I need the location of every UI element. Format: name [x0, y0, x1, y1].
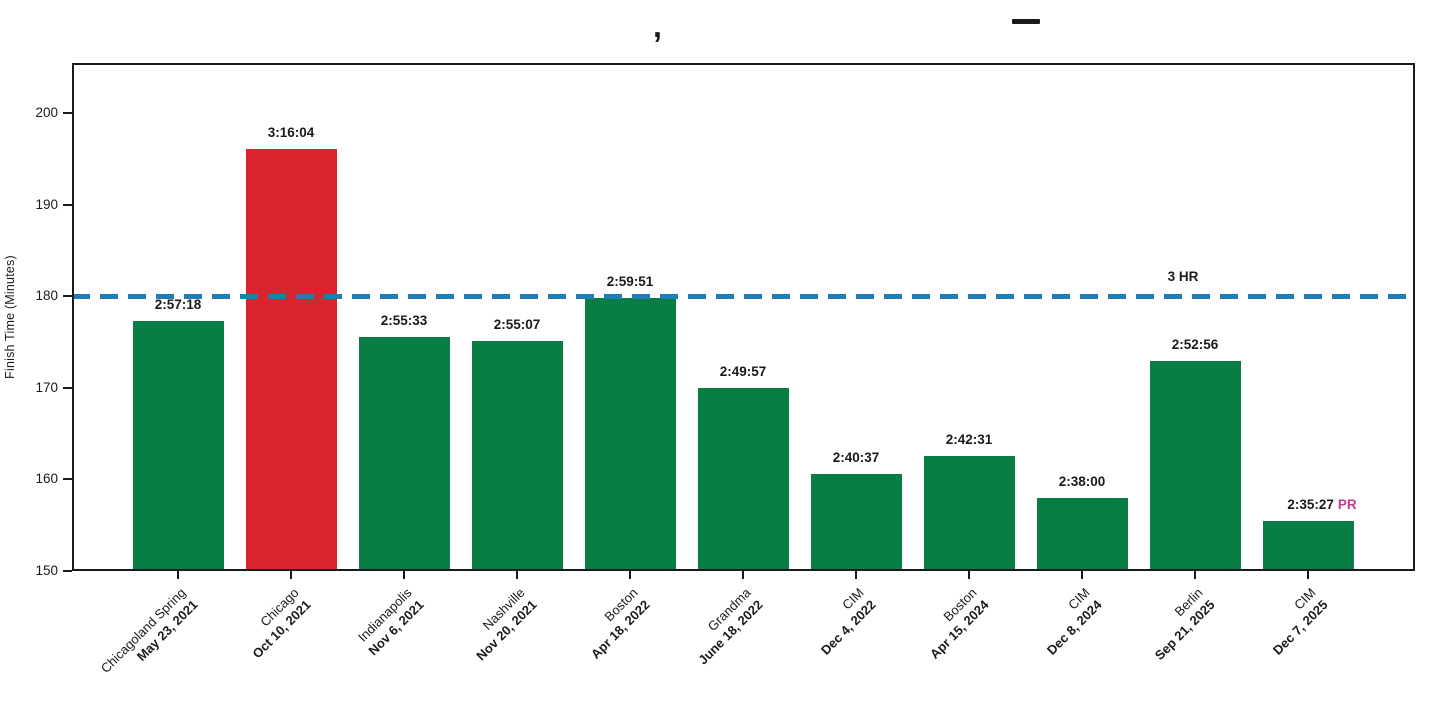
x-tick-mark	[742, 571, 744, 579]
bar	[697, 388, 789, 571]
y-tick-mark	[63, 203, 72, 206]
y-tick-mark	[63, 386, 72, 389]
bar-value-label: 2:52:56	[1172, 337, 1219, 352]
y-tick-mark	[63, 295, 72, 298]
title-fragment-dash	[1012, 19, 1040, 24]
finish-time-text: 3:16:04	[267, 125, 315, 141]
bar-value-label: 2:49:57	[720, 364, 767, 379]
three-hour-label: 3 HR	[1167, 269, 1199, 285]
bar	[1262, 521, 1354, 571]
bar	[584, 297, 676, 571]
bar	[471, 341, 563, 571]
finish-time-text: 2:59:51	[606, 273, 654, 289]
bar	[358, 337, 450, 571]
x-tick-label: Chicagoland Spring May 23, 2021	[15, 585, 201, 715]
bar-value-label: 2:55:33	[381, 313, 428, 328]
y-axis-label: Finish Time (Minutes)	[3, 255, 17, 379]
three-hour-line	[72, 293, 1415, 299]
finish-time-text: 2:38:00	[1058, 473, 1106, 489]
y-tick-mark	[63, 570, 72, 572]
bar	[1036, 497, 1128, 571]
bar-value-label: 3:16:04	[268, 125, 315, 140]
title-fragment-comma: ,	[653, 8, 662, 44]
bar	[245, 149, 337, 571]
finish-time-text: 2:57:18	[154, 297, 202, 313]
bar-value-label: 2:57:18	[155, 297, 202, 312]
x-tick-mark	[290, 571, 292, 579]
x-tick-mark	[968, 571, 970, 579]
bar-value-label: 2:38:00	[1059, 474, 1106, 489]
x-tick-mark	[1081, 571, 1083, 579]
y-tick-label: 160	[35, 471, 58, 487]
bar	[923, 456, 1015, 571]
x-tick-mark	[855, 571, 857, 579]
bar	[810, 473, 902, 571]
x-tick-mark	[629, 571, 631, 579]
finish-time-text: 2:35:27	[1287, 497, 1334, 513]
bar-value-label: 2:40:37	[833, 450, 880, 465]
bar	[1149, 361, 1241, 571]
bar-value-label: 2:35:27 PR	[1287, 497, 1356, 512]
pr-badge: PR	[1337, 497, 1357, 513]
finish-time-text: 2:55:33	[380, 313, 428, 329]
bar-value-label: 2:55:07	[494, 317, 541, 332]
y-tick-mark	[63, 478, 72, 481]
x-tick-mark	[1307, 571, 1309, 579]
bar-value-label: 2:42:31	[946, 432, 993, 447]
bar	[132, 321, 224, 571]
plot-area: Finish Time (Minutes) 150 160 170 180 190 200…	[3, 63, 1415, 676]
y-tick-label: 200	[35, 105, 58, 121]
x-tick-mark	[403, 571, 405, 579]
y-tick-label: 190	[35, 196, 58, 212]
x-tick-mark	[516, 571, 518, 579]
finish-time-text: 2:49:57	[719, 364, 767, 380]
x-tick-mark	[1194, 571, 1196, 579]
finish-time-text: 2:40:37	[832, 449, 880, 465]
bar-value-label: 2:59:51	[607, 274, 654, 289]
y-tick-label: 170	[35, 379, 58, 395]
x-tick-mark	[177, 571, 179, 579]
finish-time-text: 2:55:07	[493, 317, 541, 333]
finish-time-text: 2:42:31	[945, 432, 993, 448]
y-tick-mark	[63, 112, 72, 115]
y-tick-label: 150	[35, 563, 58, 578]
finish-time-text: 2:52:56	[1171, 337, 1219, 353]
y-tick-label: 180	[35, 288, 58, 304]
